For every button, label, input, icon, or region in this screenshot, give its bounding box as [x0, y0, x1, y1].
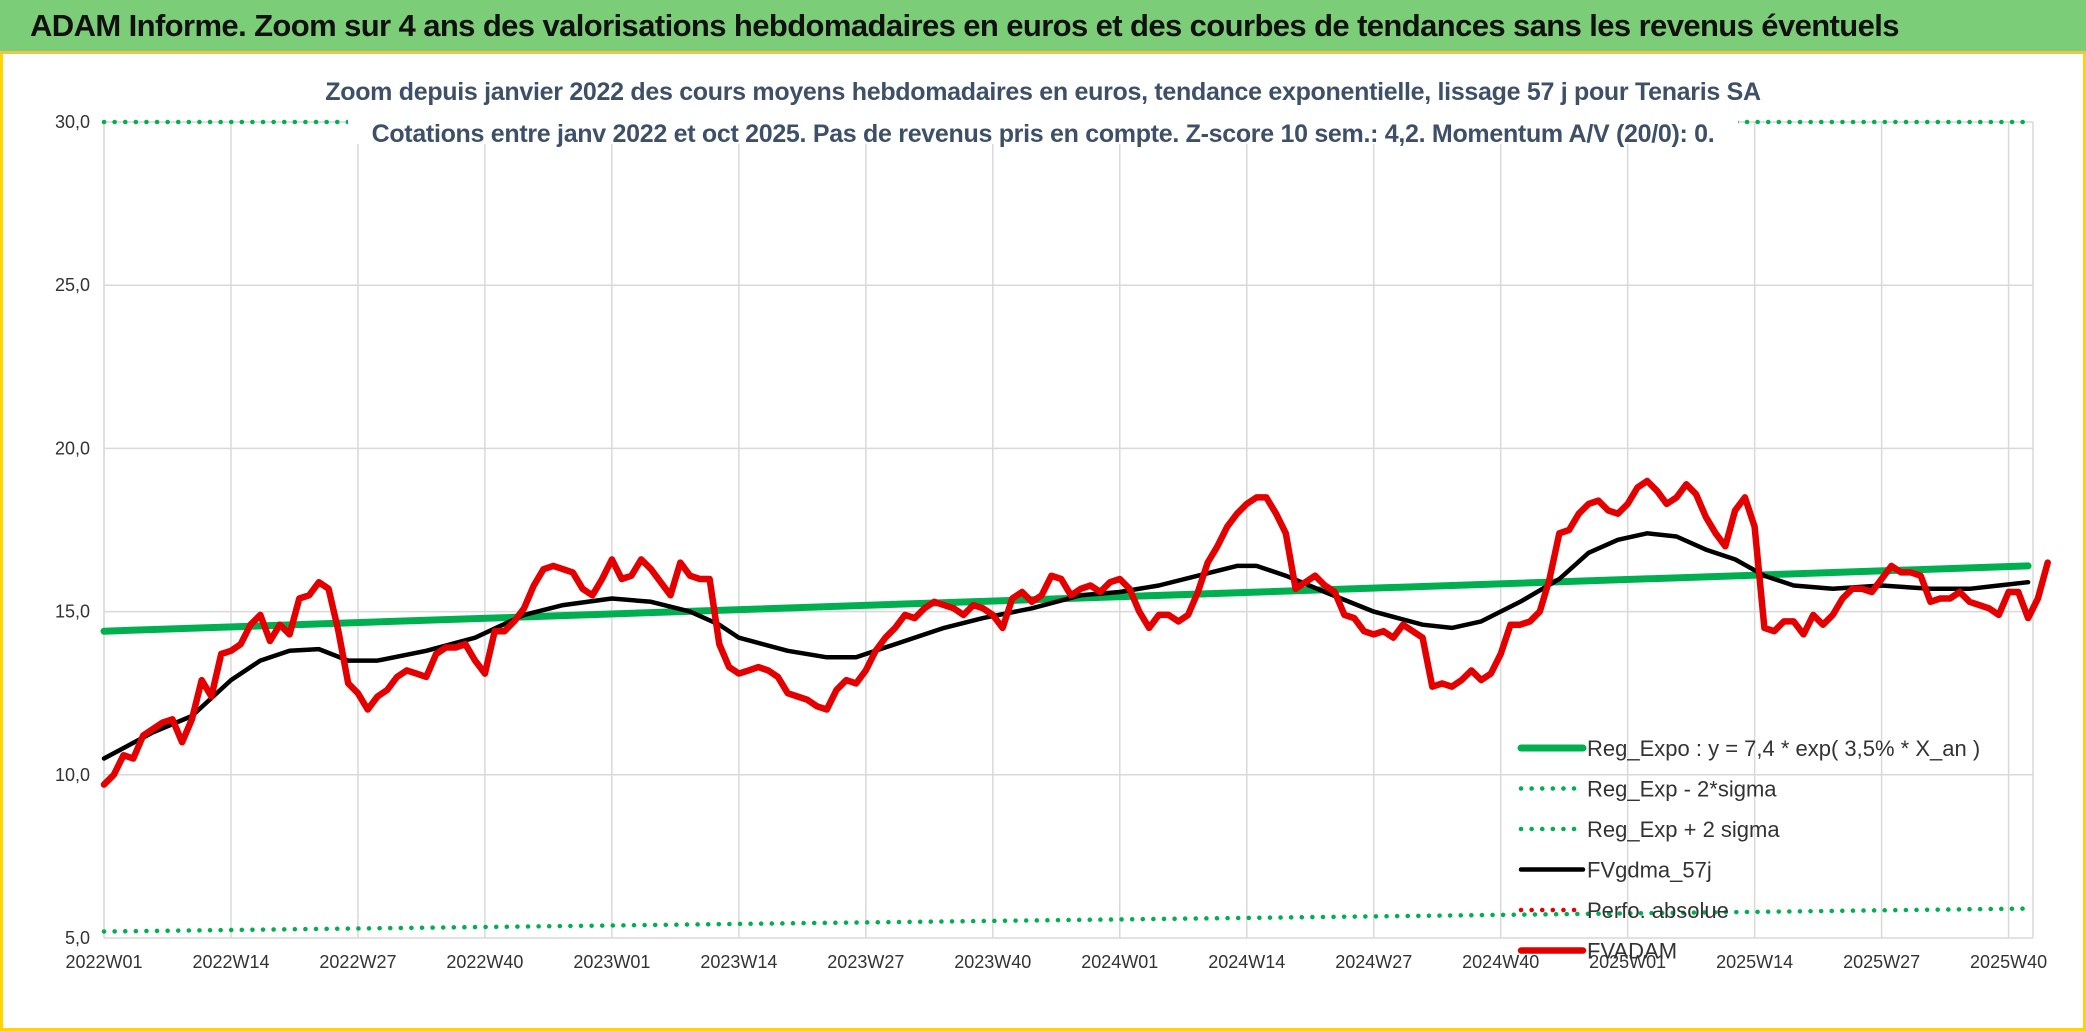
x-tick-label: 2022W01: [65, 952, 142, 972]
chart-subtitle: Cotations entre janv 2022 et oct 2025. P…: [372, 120, 1715, 148]
header-bar: ADAM Informe. Zoom sur 4 ans des valoris…: [0, 0, 2086, 54]
legend-label: Reg_Exp + 2 sigma: [1587, 817, 1780, 842]
page-title: ADAM Informe. Zoom sur 4 ans des valoris…: [30, 8, 1900, 43]
chart-legend: Reg_Expo : y = 7,4 * exp( 3,5% * X_an ) R…: [1517, 736, 1980, 964]
series-fvadam: [100, 477, 2051, 788]
gridlines: [103, 121, 2034, 939]
chart-title-box: Zoom depuis janvier 2022 des cours moyen…: [325, 58, 1761, 148]
series-fvgdma-57j: [101, 531, 2031, 761]
series-reg-exp-2-sigma: [101, 906, 2031, 934]
y-tick-label: 5,0: [65, 928, 90, 948]
x-tick-label: 2024W01: [1081, 952, 1158, 972]
x-tick-label: 2025W40: [1970, 952, 2047, 972]
legend-label: Perfo. absolue: [1587, 898, 1729, 923]
x-tick-label: 2023W14: [700, 952, 777, 972]
x-tick-label: 2022W40: [446, 952, 523, 972]
y-tick-label: 15,0: [55, 602, 90, 622]
chart-series: [100, 119, 2051, 934]
x-tick-label: 2025W27: [1843, 952, 1920, 972]
x-tick-label: 2022W14: [192, 952, 269, 972]
x-tick-label: 2024W40: [1462, 952, 1539, 972]
x-tick-label: 2023W27: [827, 952, 904, 972]
y-tick-label: 30,0: [55, 112, 90, 132]
chart-frame: 5,0 10,0 15,0 20,0 25,0 30,0 2022W01 2022W14 20…: [0, 54, 2086, 1031]
legend-label: FVADAM: [1587, 939, 1677, 964]
x-tick-label: 2022W27: [319, 952, 396, 972]
y-tick-label: 10,0: [55, 765, 90, 785]
x-tick-label: 2025W14: [1716, 952, 1793, 972]
x-axis-ticks: 2022W01 2022W14 2022W27 2022W40 2023W01 2023W…: [65, 952, 2047, 972]
chart-title: Zoom depuis janvier 2022 des cours moyen…: [325, 78, 1761, 106]
legend-label: FVgdma_57j: [1587, 858, 1712, 883]
x-tick-label: 2025W01: [1589, 952, 1666, 972]
x-tick-label: 2023W01: [573, 952, 650, 972]
trend-chart: 5,010,015,020,025,030,0 2022W01 2022W14 20…: [55, 58, 2051, 972]
x-tick-label: 2024W27: [1335, 952, 1412, 972]
y-tick-label: 25,0: [55, 275, 90, 295]
x-tick-label: 2024W14: [1208, 952, 1285, 972]
y-axis-ticks: 5,0 10,0 15,0 20,0 25,0 30,0: [55, 112, 90, 948]
x-tick-label: 2023W40: [954, 952, 1031, 972]
y-tick-label: 20,0: [55, 438, 90, 458]
legend-label: Reg_Exp - 2*sigma: [1587, 777, 1777, 802]
legend-label: Reg_Expo : y = 7,4 * exp( 3,5% * X_an ): [1587, 736, 1980, 761]
